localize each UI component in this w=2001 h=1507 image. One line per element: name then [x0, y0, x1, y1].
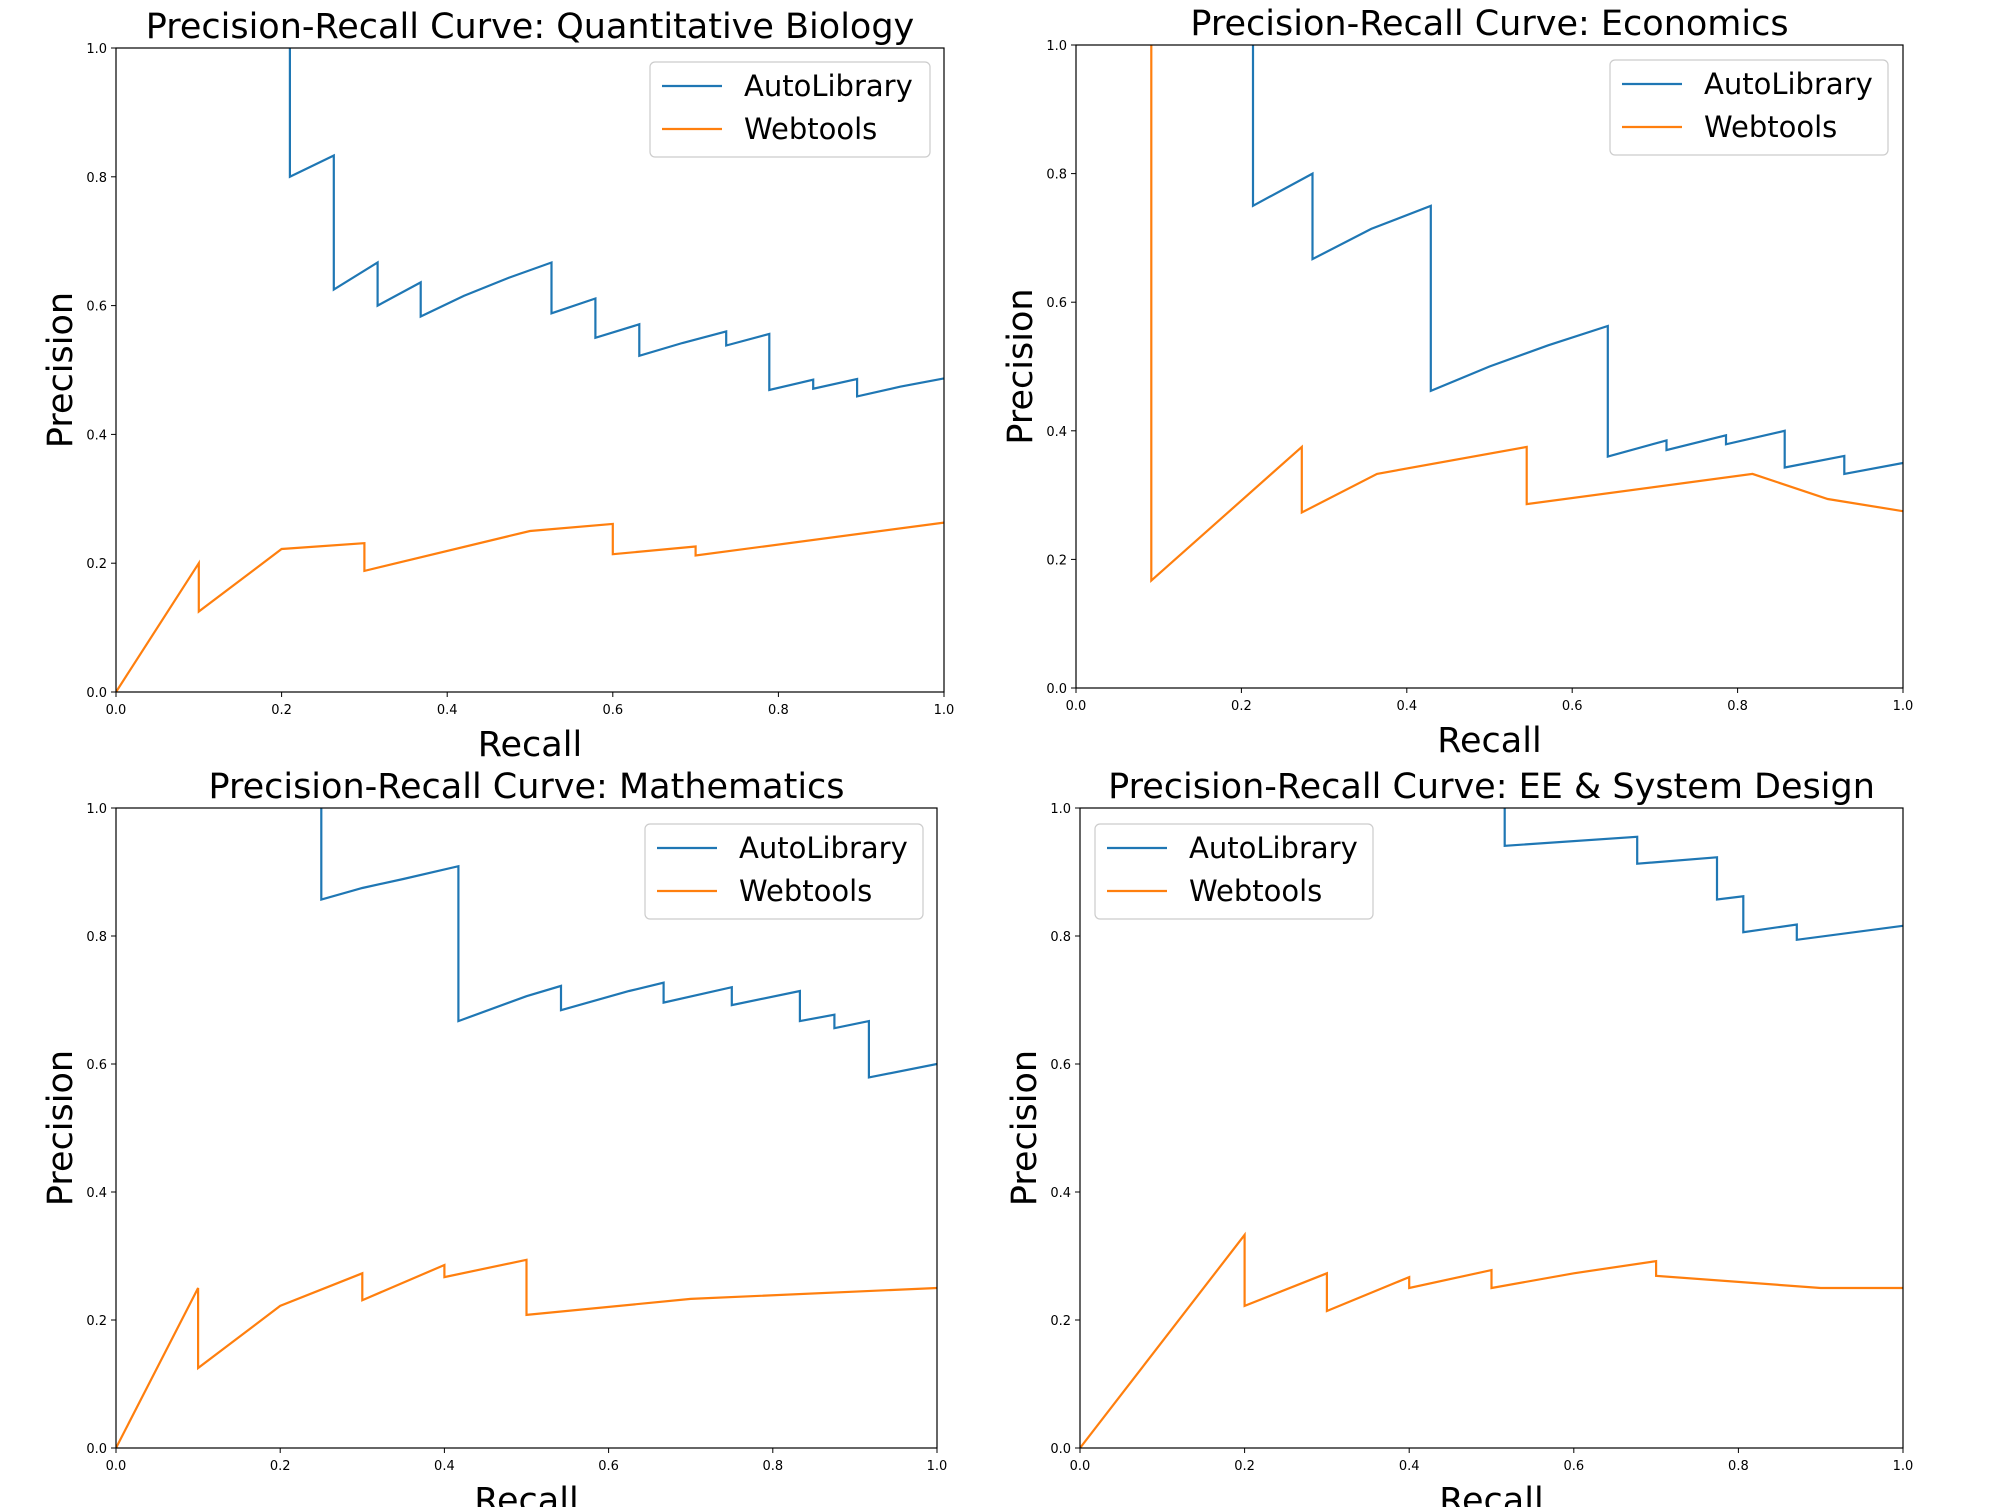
x-tick-label: 0.4	[1399, 1459, 1420, 1474]
legend-label-autolibrary: AutoLibrary	[744, 69, 913, 103]
series-line-webtools	[1150, 45, 1903, 584]
y-tick-label: 0.2	[1050, 1314, 1071, 1329]
x-tick-label: 0.6	[602, 703, 623, 718]
y-tick-label: 0.0	[1046, 682, 1067, 697]
x-tick-label: 0.4	[437, 703, 458, 718]
legend: AutoLibrary Webtools	[644, 823, 924, 920]
y-tick-label: 0.6	[86, 1058, 107, 1073]
y-tick-label: 1.0	[86, 802, 107, 817]
series-line-webtools	[116, 521, 944, 692]
axes-frame	[1075, 44, 1904, 689]
x-tick-label: 0.8	[1728, 1459, 1749, 1474]
axes-frame	[115, 47, 945, 693]
series-line-autolibrary	[320, 808, 937, 1079]
chart-panel-2: 0.0 0.2 0.4 0.6 0.8 1.0 0.0 0.2 0.4 0.6 0.8 1.0 Prec…	[1001, 4, 1913, 761]
chart-title: Precision-Recall Curve: EE & System Desi…	[1108, 767, 1875, 807]
y-axis-label: Precision	[1001, 288, 1041, 444]
y-tick-label: 0.4	[1046, 425, 1067, 440]
y-tick-label: 0.8	[1050, 930, 1071, 945]
x-tick-label: 1.0	[1893, 699, 1914, 714]
x-tick-label: 0.6	[1562, 699, 1583, 714]
y-tick-label: 1.0	[86, 42, 107, 57]
chart-panel-3: 0.0 0.2 0.4 0.6 0.8 1.0 0.0 0.2 0.4 0.6 0.8 1.0 Prec…	[41, 767, 947, 1507]
y-tick-label: 0.6	[1046, 296, 1067, 311]
x-tick-label: 0.8	[768, 703, 789, 718]
series-line-autolibrary	[1251, 45, 1903, 476]
y-tick-label: 0.2	[1046, 553, 1067, 568]
series-line-autolibrary	[288, 48, 944, 398]
legend-label-webtools: Webtools	[1704, 110, 1837, 144]
legend-label-autolibrary: AutoLibrary	[739, 831, 908, 865]
y-axis-label: Precision	[41, 292, 81, 448]
y-tick-label: 0.8	[1046, 168, 1067, 183]
x-tick-label: 0.6	[1563, 1459, 1584, 1474]
legend: AutoLibrary Webtools	[649, 61, 931, 158]
y-tick-label: 0.4	[86, 428, 107, 443]
y-tick-label: 1.0	[1050, 802, 1071, 817]
y-tick-label: 0.2	[86, 1314, 107, 1329]
x-axis-label: Recall	[1439, 1481, 1543, 1507]
y-tick-label: 0.4	[86, 1186, 107, 1201]
x-tick-label: 0.2	[270, 1459, 291, 1474]
chart-panel-4: 0.0 0.2 0.4 0.6 0.8 1.0 0.0 0.2 0.4 0.6 0.8 1.0 Prec…	[1005, 767, 1913, 1507]
chart-title: Precision-Recall Curve: Mathematics	[208, 767, 844, 807]
y-tick-label: 0.4	[1050, 1186, 1071, 1201]
x-tick-label: 0.6	[598, 1459, 619, 1474]
legend-label-webtools: Webtools	[1189, 874, 1322, 908]
y-tick-label: 0.6	[86, 300, 107, 315]
legend-label-autolibrary: AutoLibrary	[1704, 67, 1873, 101]
legend-label-autolibrary: AutoLibrary	[1189, 831, 1358, 865]
legend: AutoLibrary Webtools	[1094, 823, 1374, 920]
y-tick-label: 1.0	[1046, 39, 1067, 54]
series-line-autolibrary	[1503, 808, 1903, 942]
x-axis-label: Recall	[478, 725, 582, 765]
x-tick-label: 0.0	[1066, 699, 1087, 714]
x-tick-label: 0.4	[434, 1459, 455, 1474]
x-tick-label: 1.0	[927, 1459, 948, 1474]
x-axis-label: Recall	[474, 1481, 578, 1507]
x-tick-label: 1.0	[1893, 1459, 1914, 1474]
series-line-webtools	[116, 1258, 937, 1448]
x-tick-label: 1.0	[934, 703, 955, 718]
x-tick-label: 0.2	[1231, 699, 1252, 714]
series-line-webtools	[1080, 1231, 1903, 1448]
x-tick-label: 0.0	[106, 703, 127, 718]
chart-title: Precision-Recall Curve: Quantitative Bio…	[146, 7, 915, 47]
legend-label-webtools: Webtools	[744, 112, 877, 146]
axes-frame	[1079, 807, 1904, 1449]
x-tick-label: 0.0	[1070, 1459, 1091, 1474]
y-tick-label: 0.0	[86, 1442, 107, 1457]
x-tick-label: 0.8	[1727, 699, 1748, 714]
y-axis-label: Precision	[41, 1050, 81, 1206]
y-tick-label: 0.6	[1050, 1058, 1071, 1073]
y-tick-label: 0.8	[86, 930, 107, 945]
chart-title: Precision-Recall Curve: Economics	[1190, 4, 1788, 44]
x-tick-label: 0.2	[271, 703, 292, 718]
y-tick-label: 0.8	[86, 171, 107, 186]
x-tick-label: 0.0	[106, 1459, 127, 1474]
y-axis-label: Precision	[1005, 1050, 1045, 1206]
chart-panel-1: 0.0 0.2 0.4 0.6 0.8 1.0 0.0 0.2 0.4 0.6 0.8 1.0 Prec…	[41, 7, 954, 765]
x-axis-label: Recall	[1437, 721, 1541, 761]
x-tick-label: 0.4	[1396, 699, 1417, 714]
x-tick-label: 0.8	[762, 1459, 783, 1474]
legend-label-webtools: Webtools	[739, 874, 872, 908]
y-tick-label: 0.0	[86, 686, 107, 701]
y-tick-label: 0.2	[86, 557, 107, 572]
y-tick-label: 0.0	[1050, 1442, 1071, 1457]
x-tick-label: 0.2	[1234, 1459, 1255, 1474]
axes-frame	[115, 807, 938, 1449]
legend: AutoLibrary Webtools	[1609, 59, 1889, 156]
